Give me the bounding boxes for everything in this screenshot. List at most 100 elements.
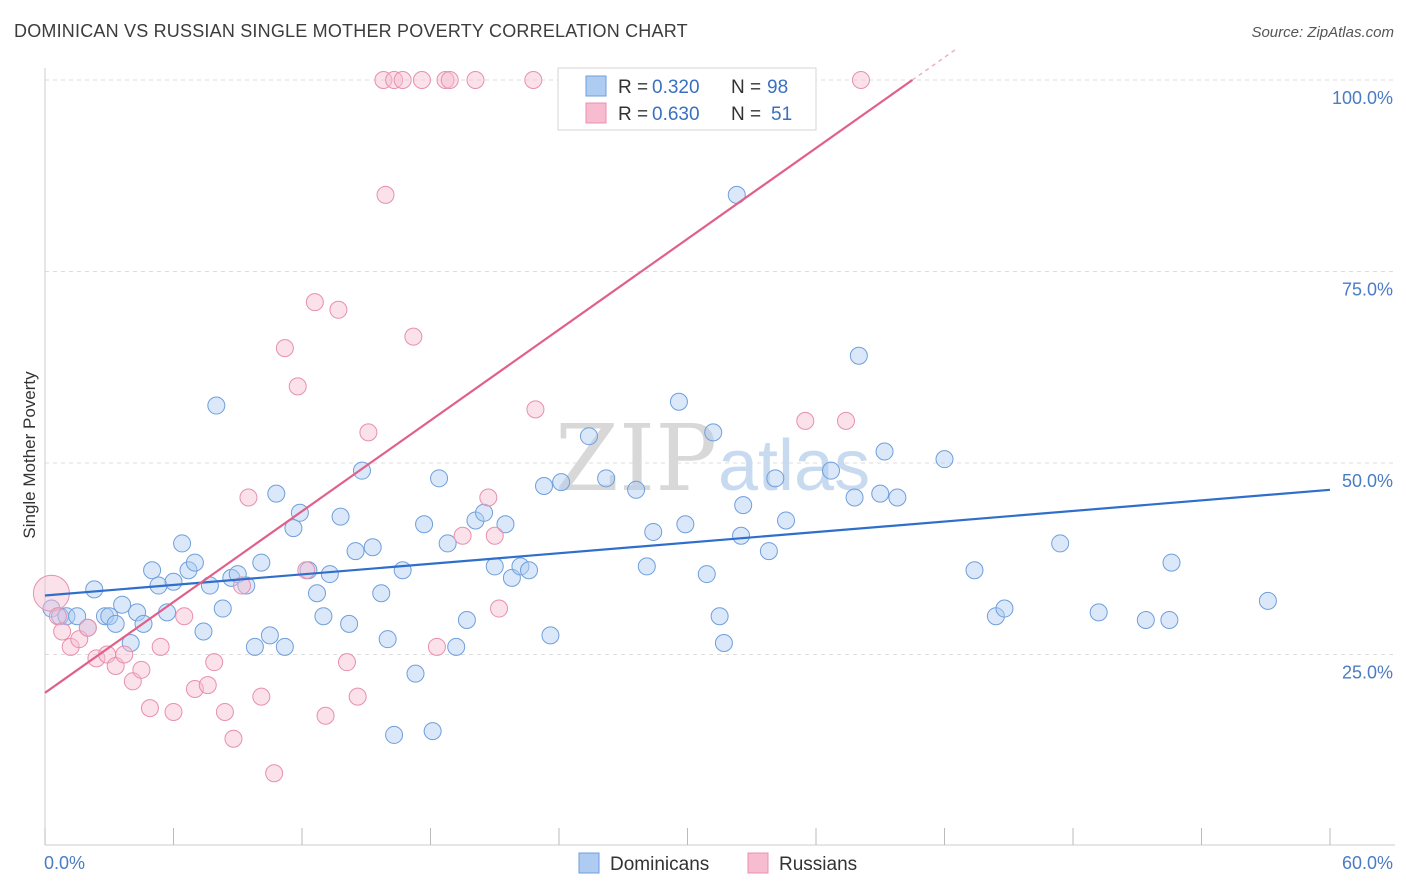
dominican-point — [697, 565, 716, 584]
dominican-point — [106, 614, 125, 633]
russian-point — [427, 637, 446, 656]
dominican-point — [766, 469, 785, 488]
russian-point — [164, 702, 183, 721]
dominican-point — [1136, 611, 1155, 630]
dominican-point — [430, 469, 449, 488]
russian-point — [151, 637, 170, 656]
dominicans-points — [42, 185, 1277, 744]
russian-point — [115, 645, 134, 664]
dominican-point — [393, 561, 412, 580]
russian-point — [140, 699, 159, 718]
dominican-point — [260, 626, 279, 645]
russian-point — [337, 653, 356, 672]
dominican-point — [95, 607, 114, 626]
axes — [44, 68, 1395, 846]
russian-point — [453, 526, 472, 545]
legend-swatch-dominicans — [585, 75, 607, 97]
dominican-point — [579, 427, 598, 446]
chart-source: Source: ZipAtlas.com — [1251, 24, 1394, 41]
dominican-point — [314, 607, 333, 626]
dominican-point — [378, 630, 397, 649]
dominican-point — [965, 561, 984, 580]
dominican-point — [164, 572, 183, 591]
dominican-point — [340, 614, 359, 633]
dominican-point — [995, 599, 1014, 618]
dominican-point — [194, 622, 213, 641]
dominican-point — [207, 396, 226, 415]
x-tick-label-max: 60.0% — [1342, 853, 1393, 873]
dominican-point — [284, 519, 303, 538]
dominican-point — [68, 607, 87, 626]
dominican-point — [363, 538, 382, 557]
russian-point — [393, 71, 412, 89]
dominican-point — [185, 553, 204, 572]
dominican-point — [113, 595, 132, 614]
bottom-legend-label-dominicans: Dominicans — [610, 854, 709, 875]
russian-point — [526, 400, 545, 419]
russian-point — [288, 377, 307, 396]
dominican-point — [372, 584, 391, 603]
russian-point — [297, 561, 316, 580]
dominican-point — [128, 603, 147, 622]
dominican-point — [85, 580, 104, 599]
dominican-point — [320, 565, 339, 584]
dominican-point — [252, 553, 271, 572]
dominican-point — [552, 473, 571, 492]
legend-n-value-1: 98 — [767, 77, 788, 98]
russian-point — [851, 71, 870, 89]
russians-trend-line — [44, 79, 914, 694]
dominican-point — [475, 503, 494, 522]
legend-n-label-1: N = — [731, 77, 761, 98]
russian-point — [524, 71, 543, 89]
legend-bottom: Dominicans Russians — [578, 852, 857, 875]
watermark-atlas: atlas — [718, 426, 870, 506]
dominican-point — [520, 561, 539, 580]
y-tick-label: 25.0% — [1342, 663, 1393, 683]
dominican-point — [871, 484, 890, 503]
bottom-legend-label-russians: Russians — [779, 854, 857, 875]
dominican-point — [676, 515, 695, 534]
dominican-point — [1258, 591, 1277, 610]
dominican-point — [541, 626, 560, 645]
legend-r-label-1: R = — [618, 77, 648, 98]
russian-point — [198, 676, 217, 695]
dominican-point — [346, 542, 365, 561]
legend-r-label-2: R = — [618, 104, 648, 125]
x-tick-label-min: 0.0% — [44, 853, 85, 873]
russian-point — [412, 71, 431, 89]
dominican-point — [597, 469, 616, 488]
dominican-point — [777, 511, 796, 530]
russians-trend-extension — [911, 49, 956, 81]
dominican-point — [307, 584, 326, 603]
russian-point — [359, 423, 378, 442]
dominican-point — [406, 664, 425, 683]
russian-point — [175, 607, 194, 626]
dominican-point — [1051, 534, 1070, 553]
dominican-point — [710, 607, 729, 626]
legend-n-value-2: 51 — [771, 104, 792, 125]
dominican-point — [759, 542, 778, 561]
russian-point — [479, 488, 498, 507]
russian-point — [316, 706, 335, 725]
dominican-point — [875, 442, 894, 461]
dominican-point — [438, 534, 457, 553]
dominican-point — [267, 484, 286, 503]
russian-point — [374, 71, 393, 89]
dominican-point — [888, 488, 907, 507]
dominican-point — [415, 515, 434, 534]
russian-point — [376, 185, 395, 204]
watermark-zip: ZIP — [555, 405, 717, 512]
chart-title: DOMINICAN VS RUSSIAN SINGLE MOTHER POVER… — [14, 21, 688, 41]
dominican-point — [732, 526, 751, 545]
dominican-point — [485, 557, 504, 576]
russian-point — [440, 71, 459, 89]
russian-point — [132, 660, 151, 679]
russian-point — [48, 607, 67, 626]
dominican-point — [1089, 603, 1108, 622]
russian-point — [275, 339, 294, 358]
russian-point — [205, 653, 224, 672]
watermark: ZIP atlas — [555, 405, 870, 512]
russian-point — [215, 702, 234, 721]
dominican-point — [714, 634, 733, 653]
